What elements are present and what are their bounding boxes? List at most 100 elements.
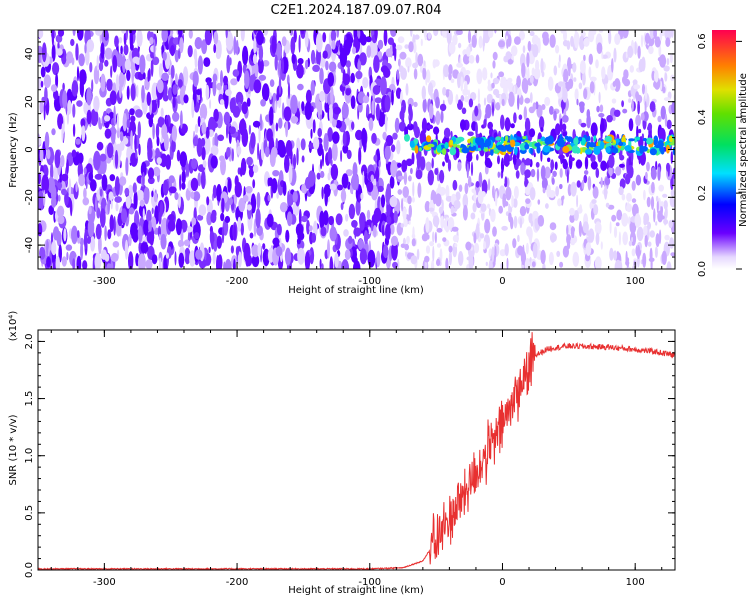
heatmap-cell [244, 70, 250, 89]
heatmap-cell [201, 122, 207, 135]
heatmap-cell [500, 136, 504, 144]
heatmap-cell [657, 115, 662, 123]
heatmap-cell [99, 208, 106, 228]
heatmap-cell [569, 157, 575, 162]
heatmap-cell [429, 207, 435, 212]
heatmap-cell [416, 248, 420, 260]
heatmap-cell [146, 112, 154, 120]
heatmap-cell [327, 239, 330, 259]
heatmap-cell [125, 30, 128, 41]
heatmap-cell [394, 117, 400, 133]
heatmap-cell [55, 73, 59, 89]
heatmap-cell [225, 30, 228, 39]
heatmap-cell [320, 170, 325, 179]
heatmap-cell [653, 30, 657, 40]
heatmap-cell [636, 136, 640, 141]
heatmap-cell [407, 66, 410, 73]
heatmap-cell [396, 69, 400, 80]
heatmap-cell [124, 239, 129, 260]
heatmap-cell [640, 112, 645, 122]
heatmap-cell [172, 97, 176, 108]
heatmap-cell [464, 182, 469, 195]
heatmap-cell [548, 251, 554, 266]
heatmap-cell [252, 120, 261, 128]
heatmap-cell [249, 232, 254, 239]
heatmap-cell [598, 113, 605, 118]
heatmap-cell [572, 62, 577, 73]
heatmap-cell [330, 86, 334, 106]
heatmap-cell [272, 237, 280, 246]
heatmap-cell [663, 97, 671, 102]
heatmap-cell [235, 246, 239, 257]
heatmap-cell [334, 252, 339, 268]
heatmap-cell [488, 178, 491, 191]
heatmap-cell [409, 140, 415, 148]
heatmap-cell [419, 130, 426, 145]
heatmap-cell [136, 84, 139, 98]
heatmap-cell [580, 122, 587, 128]
tick-label: 0.5 [24, 505, 35, 521]
heatmap-cell [671, 101, 675, 115]
heatmap-cell [351, 173, 359, 191]
heatmap-cell [657, 166, 661, 181]
heatmap-cell [612, 115, 616, 122]
heatmap-cell [251, 254, 260, 268]
heatmap-cell [152, 166, 161, 177]
heatmap-cell [420, 38, 423, 47]
heatmap-cell [370, 174, 375, 182]
heatmap-cell [529, 31, 535, 37]
heatmap-cell [361, 164, 368, 177]
colorbar-ticks: 0.0 0.2 0.4 0.6 [697, 33, 742, 277]
heatmap-cell [631, 248, 636, 257]
heatmap-cell [514, 36, 521, 45]
snr-background [38, 330, 675, 570]
heatmap-cell [654, 246, 658, 258]
heatmap-cell [390, 144, 396, 153]
heatmap-cell [506, 93, 510, 100]
heatmap-cell [449, 139, 454, 146]
heatmap-cell [425, 161, 432, 172]
heatmap-cell [262, 243, 266, 250]
heatmap-cell [308, 225, 313, 232]
heatmap-cell [96, 207, 101, 219]
heatmap-cell [664, 234, 670, 241]
heatmap-cell [504, 176, 508, 188]
heatmap-cell [231, 148, 234, 162]
heatmap-cell [595, 232, 600, 246]
heatmap-cell [615, 222, 620, 227]
heatmap-cell [490, 208, 496, 223]
heatmap-cell [389, 175, 395, 189]
heatmap-cell [435, 96, 440, 109]
heatmap-cell [465, 241, 472, 251]
heatmap-cell [445, 195, 453, 202]
heatmap-cell [462, 204, 468, 221]
heatmap-cell [100, 249, 108, 260]
heatmap-cell [210, 145, 219, 157]
heatmap-cell [433, 30, 439, 37]
heatmap-cell [197, 172, 202, 187]
heatmap-cell [104, 30, 109, 41]
heatmap-cell [156, 79, 164, 94]
heatmap-cell [204, 30, 212, 46]
heatmap-cell [121, 208, 128, 224]
heatmap-cell [639, 145, 644, 154]
heatmap-cell [623, 69, 629, 80]
heatmap-cell [290, 36, 296, 55]
heatmap-cell [272, 170, 280, 177]
heatmap-cell [452, 234, 459, 243]
heatmap-cell [213, 43, 217, 54]
heatmap-cell [259, 113, 263, 131]
heatmap-cell [449, 147, 457, 156]
heatmap-cell [569, 207, 575, 216]
heatmap-cell [266, 128, 273, 142]
heatmap-cell [492, 226, 497, 237]
heatmap-cell [238, 197, 246, 213]
tick-label: 20 [24, 95, 35, 108]
heatmap-cell [669, 53, 674, 64]
heatmap-cell [77, 30, 84, 41]
heatmap-cell [366, 45, 372, 58]
heatmap-cell [76, 66, 80, 81]
heatmap-cell [139, 199, 145, 207]
heatmap-cell [237, 251, 242, 268]
heatmap-cell [626, 262, 629, 268]
